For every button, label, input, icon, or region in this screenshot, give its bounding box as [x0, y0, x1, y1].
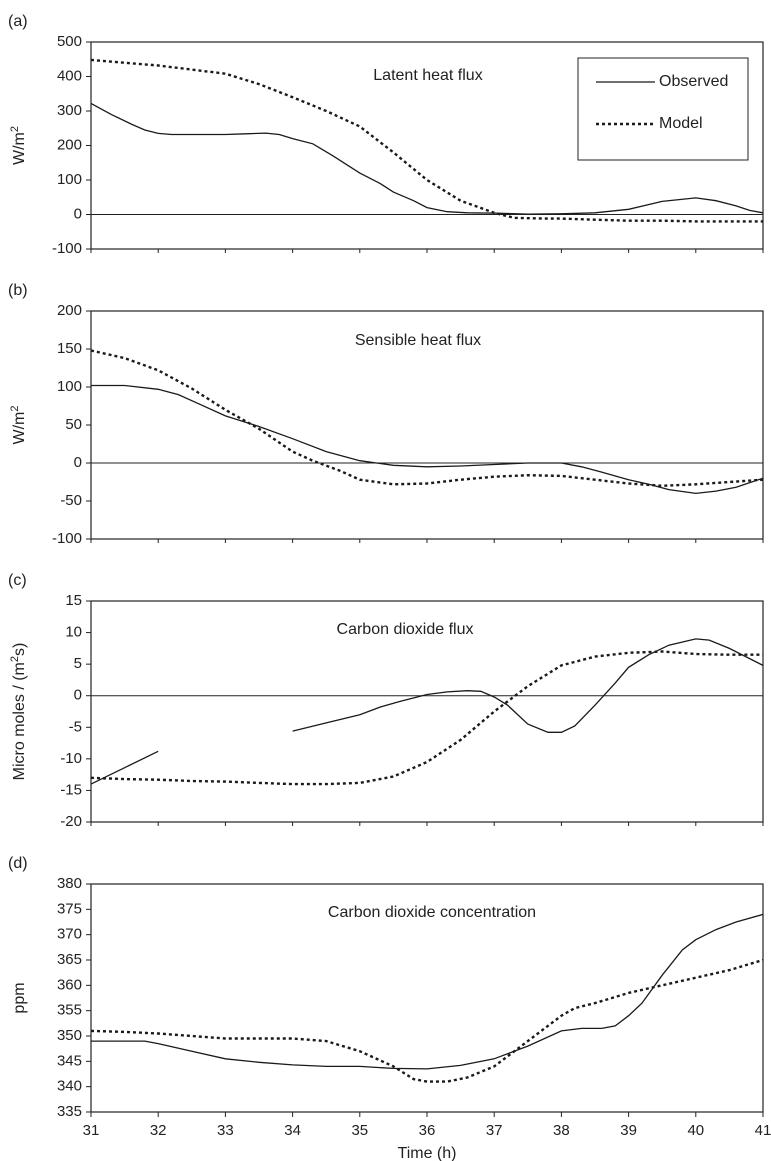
legend-box: [577, 57, 749, 161]
panel-letter: (a): [8, 13, 28, 30]
x-axis-label: Time (h): [398, 1145, 457, 1161]
panel-letter: (b): [8, 282, 28, 299]
x-tick-label: 40: [687, 1122, 704, 1139]
legend: Observed Model: [577, 57, 749, 161]
x-tick-label: 35: [351, 1122, 368, 1139]
panel-title: Latent heat flux: [373, 67, 482, 84]
y-tick-label: 15: [65, 592, 82, 609]
y-tick-label: 10: [65, 624, 82, 641]
y-tick-label: 380: [57, 875, 82, 892]
x-tick-label: 34: [284, 1122, 301, 1139]
y-tick-label: 150: [57, 340, 82, 357]
y-tick-label: 365: [57, 951, 82, 968]
y-tick-label: 375: [57, 900, 82, 917]
x-tick-label: 36: [419, 1122, 436, 1139]
y-tick-label: 300: [57, 102, 82, 119]
panel-title: Carbon dioxide concentration: [328, 904, 536, 921]
y-tick-label: -5: [69, 718, 82, 735]
y-tick-label: 100: [57, 378, 82, 395]
panel-title: Sensible heat flux: [355, 332, 481, 349]
series-line-observed: [90, 750, 159, 785]
x-tick-label: 32: [150, 1122, 167, 1139]
y-tick-label: -50: [60, 492, 82, 509]
y-tick-label: 355: [57, 1002, 82, 1019]
y-tick-label: 5: [74, 655, 82, 672]
y-axis-label: W/m2: [9, 406, 28, 445]
y-tick-label: 200: [57, 302, 82, 319]
series-line-observed: [91, 384, 764, 495]
y-tick-label: 335: [57, 1103, 82, 1120]
y-tick-label: 100: [57, 171, 82, 188]
series-line-observed: [91, 913, 764, 1070]
panel-3: (c) 15 10 5 0 -5 -10 -15 -20 Micro moles / (m2s) C…: [8, 572, 764, 830]
panel-letter: (d): [8, 855, 28, 872]
y-tick-label: -15: [60, 781, 82, 798]
x-tick-label: 31: [83, 1122, 100, 1139]
y-axis-label: ppm: [11, 982, 28, 1013]
y-axis-label: Micro moles / (m2s): [9, 643, 28, 781]
y-tick-label: -20: [60, 813, 82, 830]
x-tick-label: 39: [620, 1122, 637, 1139]
y-tick-label: 400: [57, 67, 82, 84]
x-tick-label: 37: [486, 1122, 503, 1139]
y-tick-label: 50: [65, 416, 82, 433]
x-tick-label: 38: [553, 1122, 570, 1139]
y-tick-label: 345: [57, 1052, 82, 1069]
panel-title: Carbon dioxide flux: [337, 621, 474, 638]
panel-letter: (c): [8, 572, 27, 589]
y-tick-label: 200: [57, 136, 82, 153]
y-tick-label: 0: [74, 205, 82, 222]
x-tick-label: 41: [755, 1122, 771, 1139]
y-tick-label: 350: [57, 1027, 82, 1044]
series-line-observed: [90, 102, 764, 215]
panel-1: (a) 500 400 300 200 100 0 -100 W/m2 Latent heat f…: [8, 13, 764, 257]
y-tick-label: 360: [57, 976, 82, 993]
series-line-model: [90, 958, 764, 1083]
y-tick-label: -10: [60, 750, 82, 767]
y-tick-label: 370: [57, 926, 82, 943]
legend-label-observed: Observed: [659, 73, 728, 90]
y-tick-label: -100: [52, 240, 82, 257]
series-line-model: [90, 650, 763, 786]
x-tick-label: 33: [217, 1122, 234, 1139]
y-axis-label: W/m2: [9, 126, 28, 165]
legend-label-model: Model: [659, 115, 703, 132]
y-tick-label: 0: [74, 687, 82, 704]
series-line-model: [90, 58, 763, 223]
y-tick-label: 0: [74, 454, 82, 471]
panel-2: (b) 200 150 100 50 0 -50 -100 W/m2 Sensible heat …: [8, 282, 764, 547]
y-tick-label: 500: [57, 33, 82, 50]
y-tick-label: 340: [57, 1078, 82, 1095]
series-line-model: [90, 349, 764, 488]
series-line-observed: [292, 638, 764, 733]
y-tick-label: -100: [52, 530, 82, 547]
